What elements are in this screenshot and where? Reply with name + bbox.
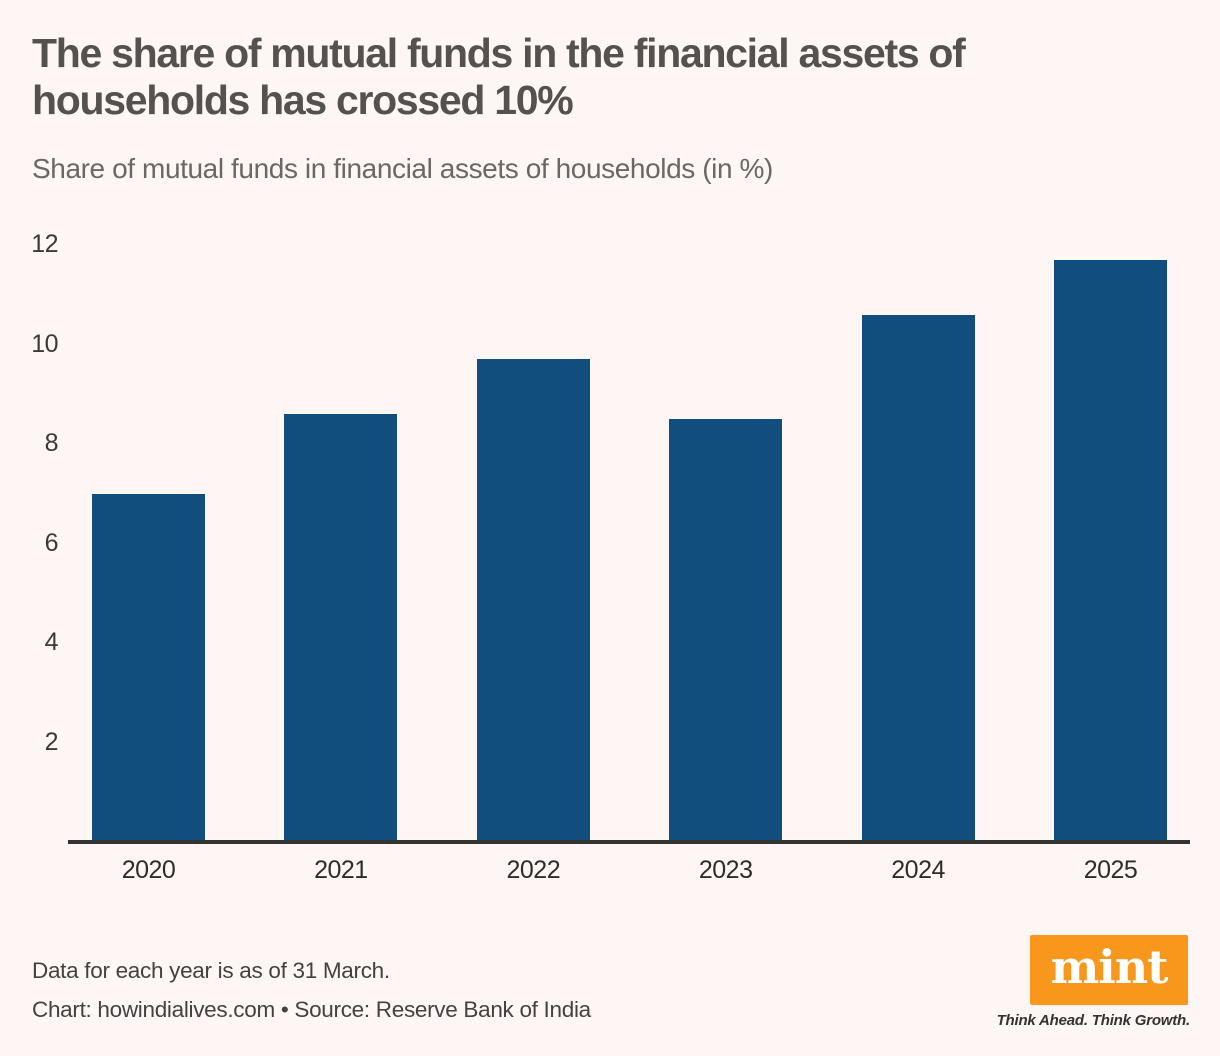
bar-2020 (92, 493, 205, 840)
mint-wordmark: mint (1050, 940, 1169, 994)
x-axis-tick-label: 2020 (121, 856, 176, 884)
bar-2021 (284, 414, 398, 840)
mint-tagline: Think Ahead. Think Growth. (996, 1012, 1191, 1029)
page-title: The share of mutual funds in the financi… (32, 30, 966, 123)
x-axis-line (68, 840, 1190, 844)
y-axis-tick-label: 8 (44, 429, 59, 457)
x-axis-tick-label: 2025 (1083, 856, 1138, 884)
y-axis-tick-label: 10 (31, 329, 58, 358)
bar-2024 (861, 314, 975, 840)
footnote: Data for each year is as of 31 March. (32, 958, 390, 983)
y-axis-tick-label: 4 (44, 628, 59, 656)
bar-2025 (1054, 259, 1167, 840)
x-axis-tick-label: 2024 (891, 856, 945, 884)
bar-2023 (669, 419, 783, 840)
bar-2022 (476, 359, 590, 840)
source-credit: Chart: howindialives.com • Source: Reser… (32, 997, 591, 1022)
mint-logo: mint (1030, 935, 1188, 1005)
y-axis-tick-label: 2 (44, 727, 59, 756)
y-axis-tick-label: 6 (44, 528, 59, 557)
x-axis-tick-label: 2021 (314, 856, 368, 884)
x-axis-tick-label: 2023 (698, 856, 753, 884)
y-axis-tick-label: 12 (31, 230, 58, 258)
chart-subtitle: Share of mutual funds in financial asset… (32, 153, 773, 184)
x-axis-tick-label: 2022 (506, 856, 561, 884)
